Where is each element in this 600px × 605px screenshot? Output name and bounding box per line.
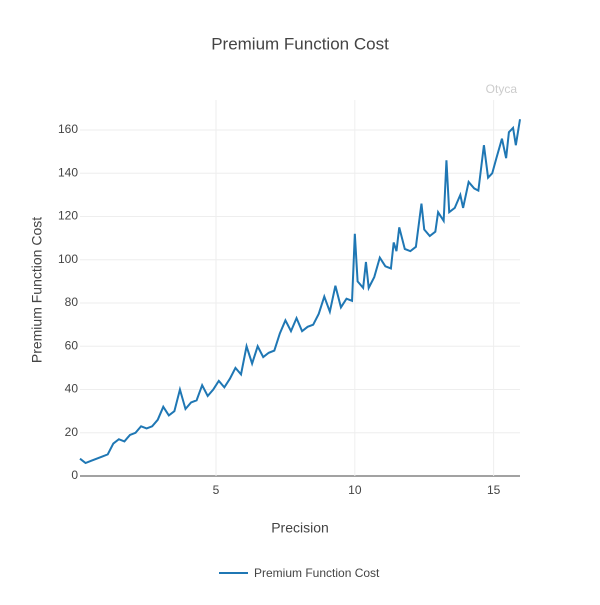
y-tick-label: 100: [58, 252, 78, 266]
x-tick-label: 15: [487, 483, 501, 497]
y-tick-label: 120: [58, 209, 78, 223]
y-tick-label: 60: [65, 338, 79, 352]
y-tick-label: 140: [58, 165, 78, 179]
y-tick-label: 80: [65, 295, 79, 309]
y-tick-label: 20: [65, 425, 79, 439]
y-tick-label: 40: [65, 382, 79, 396]
chart-title: Premium Function Cost: [211, 34, 389, 53]
x-tick-label: 5: [213, 483, 220, 497]
y-tick-label: 0: [71, 468, 78, 482]
watermark: Otyca: [486, 82, 518, 96]
x-tick-label: 10: [348, 483, 362, 497]
line: [79, 119, 521, 465]
legend-label: Premium Function Cost: [254, 566, 380, 580]
x-axis-label: Precision: [271, 520, 329, 536]
y-axis-label: Premium Function Cost: [29, 217, 45, 363]
y-tick-label: 160: [58, 122, 78, 136]
